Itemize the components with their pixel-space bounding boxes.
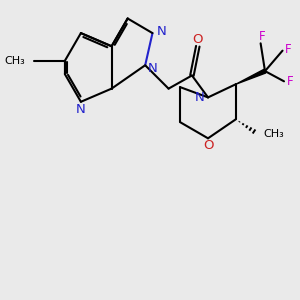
- Text: N: N: [195, 91, 205, 104]
- Text: F: F: [287, 75, 294, 88]
- Text: N: N: [76, 103, 86, 116]
- Text: N: N: [148, 62, 158, 75]
- Polygon shape: [236, 69, 266, 84]
- Text: O: O: [203, 139, 213, 152]
- Text: O: O: [193, 33, 203, 46]
- Text: F: F: [259, 30, 266, 44]
- Text: F: F: [285, 43, 292, 56]
- Text: CH₃: CH₃: [4, 56, 26, 66]
- Text: CH₃: CH₃: [263, 129, 284, 139]
- Text: N: N: [156, 25, 166, 38]
